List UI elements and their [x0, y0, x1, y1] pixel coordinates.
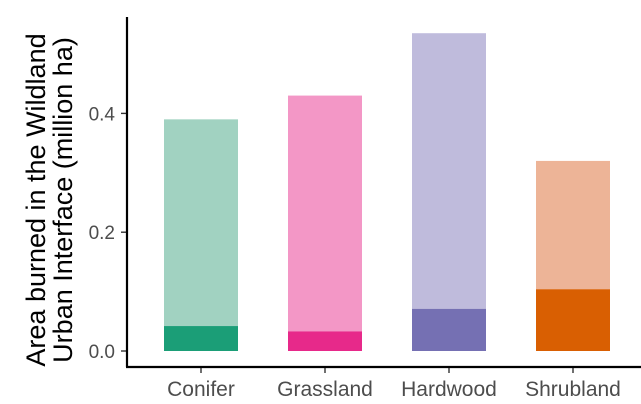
y-ticks-group: 0.0 0.2 0.4 [89, 104, 127, 363]
y-tick-label-2: 0.4 [89, 104, 116, 125]
bar-shrubland-lower [536, 289, 610, 351]
x-tick-label-shrubland: Shrubland [525, 378, 621, 401]
x-tick-label-hardwood: Hardwood [401, 378, 497, 401]
bars-group [164, 33, 610, 351]
bar-hardwood-upper [412, 33, 486, 309]
x-ticks-group: Conifer Grassland Hardwood Shrubland [167, 367, 621, 401]
bar-shrubland-upper [536, 160, 610, 290]
x-tick-label-grassland: Grassland [277, 378, 373, 401]
bar-conifer-upper [164, 119, 238, 327]
x-tick-label-conifer: Conifer [167, 378, 235, 401]
y-tick-label-1: 0.2 [89, 223, 115, 244]
y-tick-label-0: 0.0 [89, 342, 115, 363]
bar-grassland-upper [288, 95, 362, 332]
y-axis-label-line-1: Area burned in the Wildland [21, 33, 51, 366]
y-axis-label: Area burned in the Wildland Urban Interf… [21, 33, 78, 366]
bar-hardwood-lower [412, 308, 486, 351]
y-axis-label-line-2: Urban Interface (million ha) [48, 37, 78, 363]
bar-conifer-lower [164, 326, 238, 351]
bar-grassland-lower [288, 331, 362, 351]
